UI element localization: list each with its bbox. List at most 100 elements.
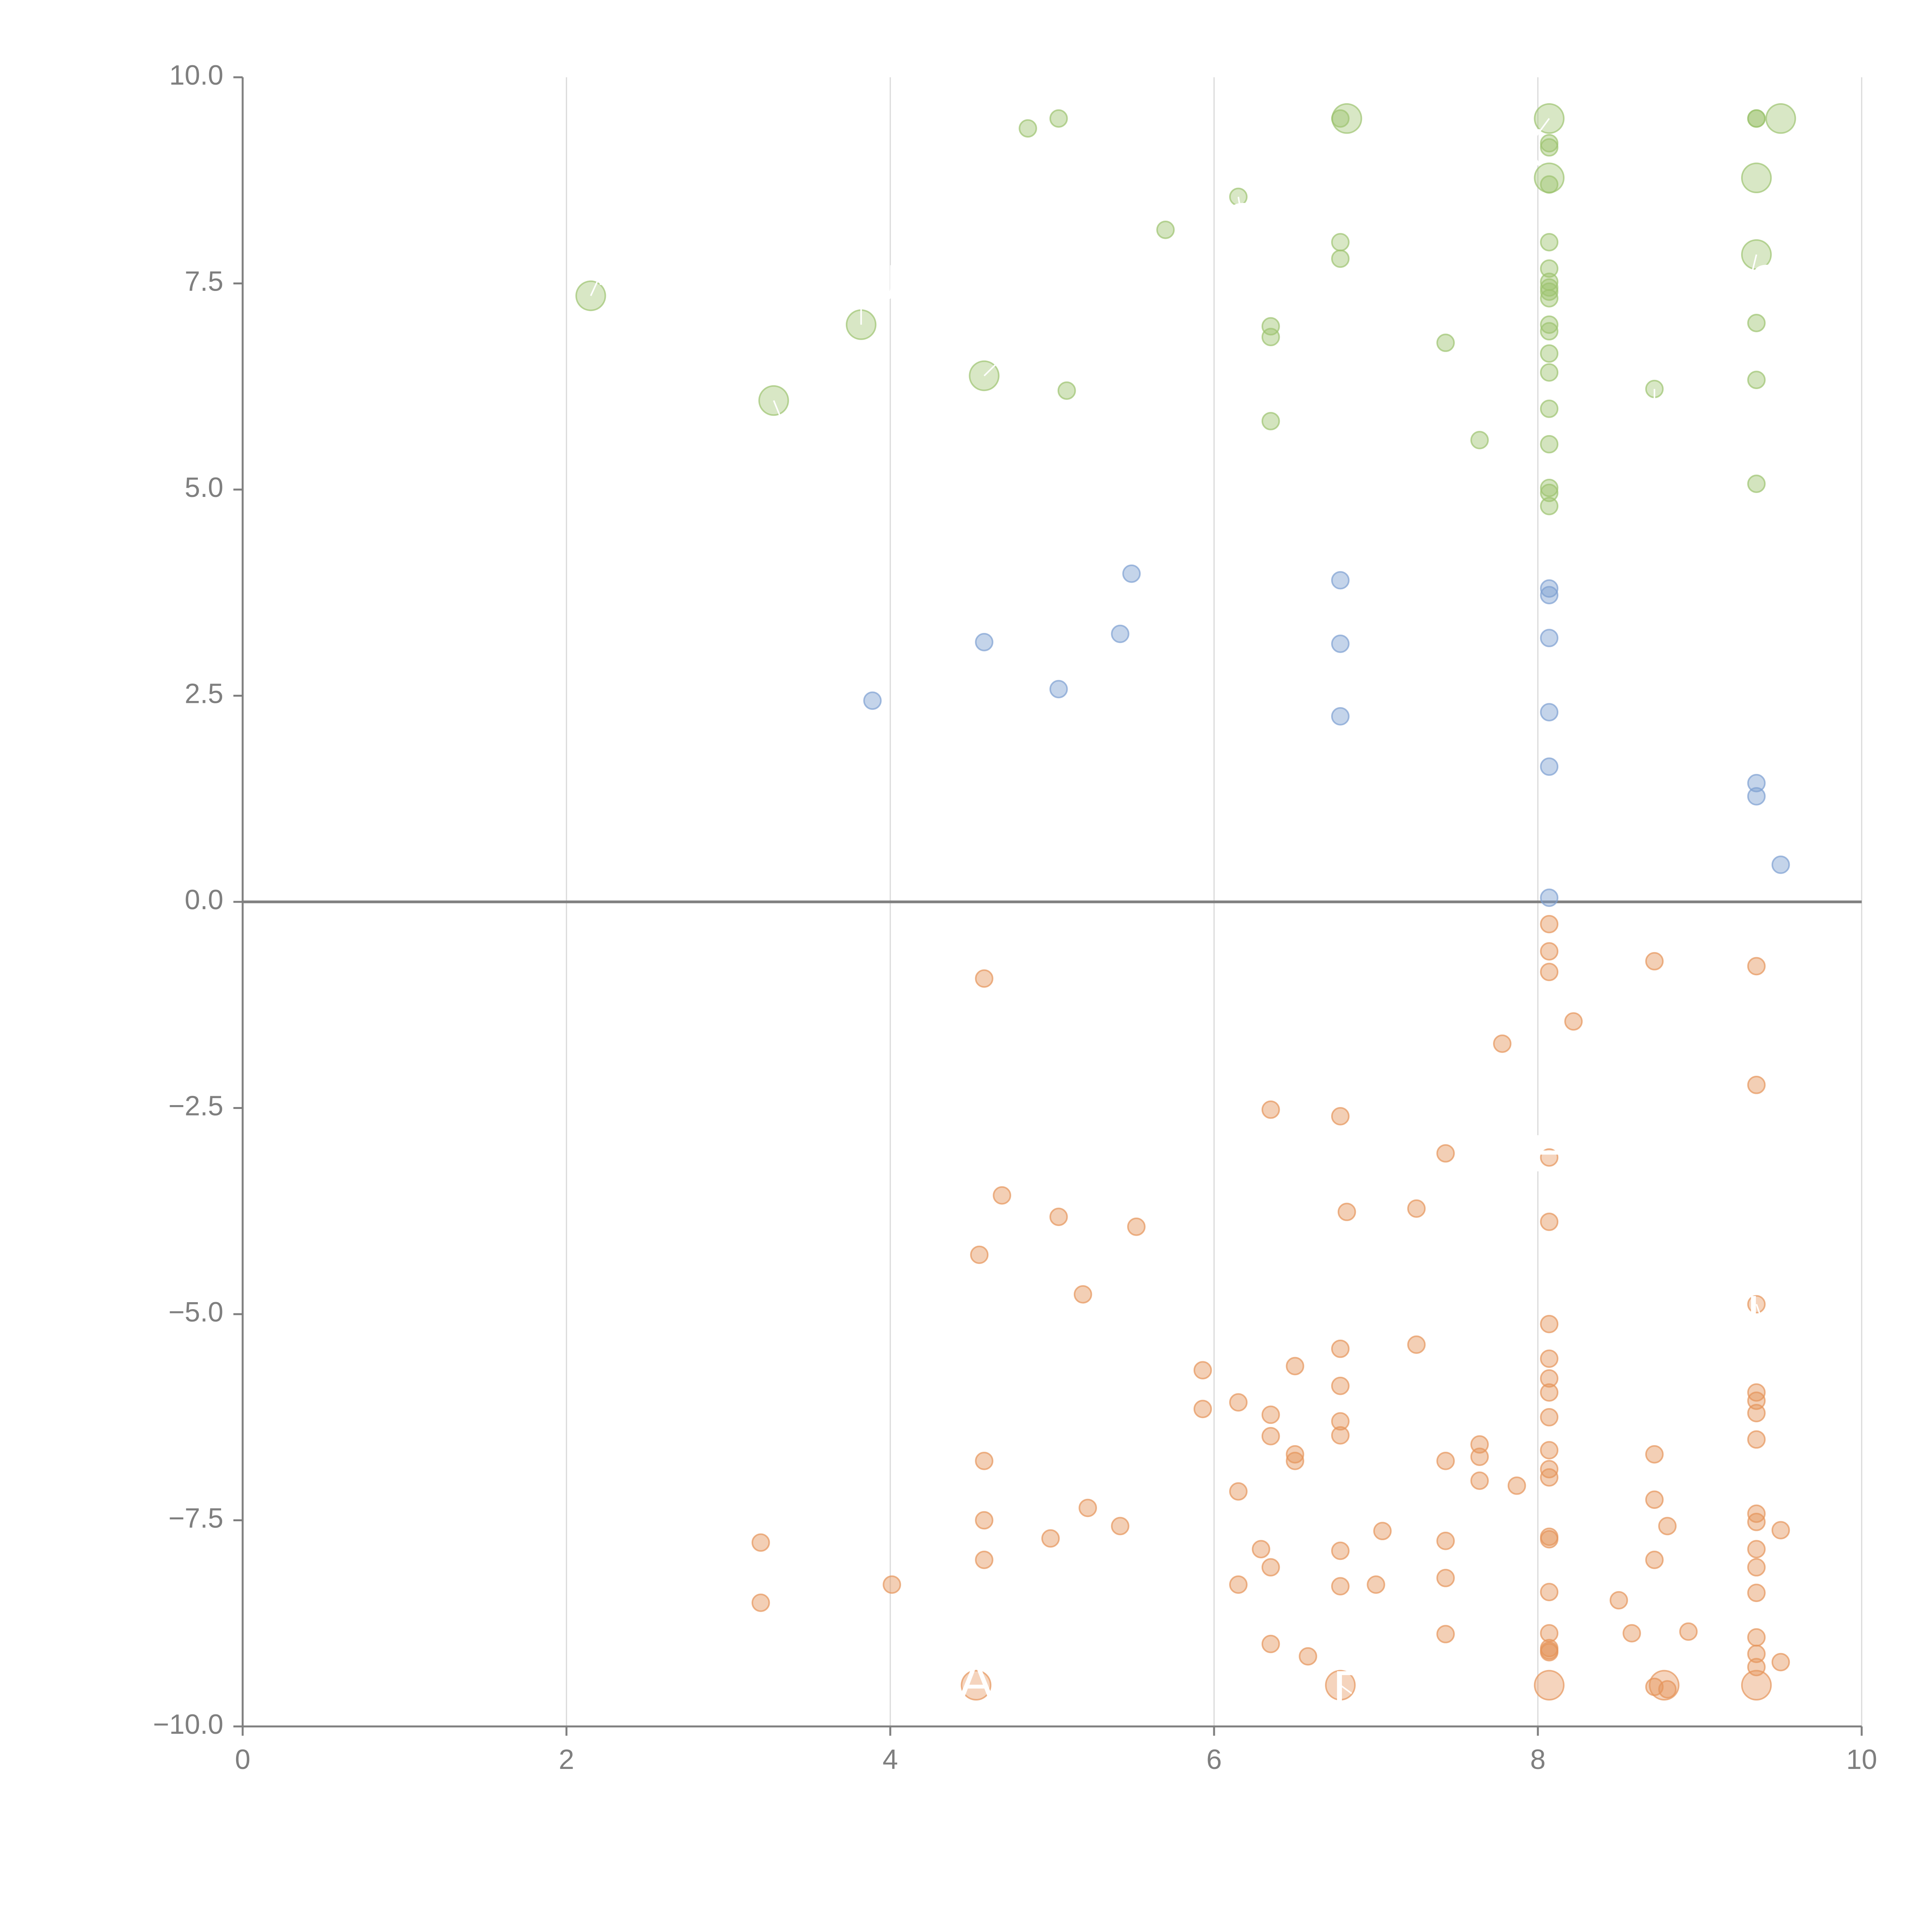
point-orange-80 bbox=[1622, 1624, 1641, 1643]
point-orange-12 bbox=[1540, 1213, 1559, 1231]
x-tick-label-2: 4 bbox=[883, 1744, 898, 1775]
point-orange-16 bbox=[1337, 1202, 1356, 1221]
point-orange-20 bbox=[1073, 1285, 1092, 1304]
point-orange-79 bbox=[1609, 1591, 1628, 1610]
bubble-leader-line-19 bbox=[1755, 1304, 1762, 1319]
point-blue-1 bbox=[975, 633, 993, 651]
point-orange-26 bbox=[1540, 1369, 1559, 1388]
point-blue-3 bbox=[1049, 680, 1068, 699]
point-orange-40 bbox=[1470, 1471, 1489, 1490]
point-blue-16 bbox=[1771, 855, 1790, 874]
point-orange-2 bbox=[1540, 942, 1559, 961]
point-orange-85 bbox=[1747, 1430, 1766, 1449]
point-orange-61 bbox=[1331, 1541, 1350, 1560]
point-orange-43 bbox=[1540, 1468, 1559, 1487]
bubble-label-18: H bbox=[1530, 1124, 1568, 1182]
point-green-21 bbox=[1540, 344, 1559, 363]
point-orange-7 bbox=[1493, 1034, 1512, 1053]
point-orange-91 bbox=[1747, 1628, 1766, 1647]
bubble-label-1: CU bbox=[823, 254, 899, 313]
point-orange-13 bbox=[993, 1186, 1011, 1205]
bubble-green-6 bbox=[1534, 162, 1565, 194]
point-green-24 bbox=[1540, 435, 1559, 454]
point-orange-8 bbox=[1261, 1100, 1280, 1119]
point-orange-25 bbox=[1540, 1349, 1559, 1368]
y-tick-label-2: −5.0 bbox=[168, 1297, 223, 1328]
point-blue-8 bbox=[1540, 579, 1559, 598]
bubble-labels: T CU C M X NS S D A D H L bbox=[586, 118, 1785, 1719]
point-orange-6 bbox=[1564, 1012, 1583, 1031]
point-green-28 bbox=[1540, 278, 1559, 297]
point-blue-6 bbox=[1331, 634, 1350, 653]
point-orange-57 bbox=[1252, 1540, 1270, 1558]
point-orange-63 bbox=[1367, 1575, 1385, 1594]
x-tick-label-5: 10 bbox=[1846, 1744, 1877, 1775]
point-blue-11 bbox=[1540, 703, 1559, 721]
point-orange-48 bbox=[975, 1551, 993, 1569]
point-orange-0 bbox=[975, 969, 993, 988]
point-green-11 bbox=[1540, 134, 1559, 153]
point-orange-39 bbox=[1470, 1447, 1489, 1466]
point-orange-50 bbox=[1111, 1517, 1129, 1536]
bubble-label-0: T bbox=[586, 237, 618, 296]
point-blue-13 bbox=[1540, 888, 1559, 907]
point-orange-33 bbox=[1261, 1427, 1280, 1446]
point-orange-95 bbox=[1771, 1653, 1790, 1672]
point-orange-47 bbox=[975, 1511, 993, 1530]
point-blue-7 bbox=[1331, 707, 1350, 726]
point-orange-15 bbox=[1127, 1218, 1146, 1236]
point-orange-81 bbox=[1679, 1622, 1698, 1641]
point-orange-53 bbox=[752, 1594, 770, 1612]
y-tick-label-7: 7.5 bbox=[185, 266, 223, 297]
point-orange-66 bbox=[1436, 1569, 1455, 1587]
bubble-label-19: L bbox=[1747, 1285, 1776, 1344]
point-green-32 bbox=[1747, 371, 1766, 389]
point-green-25 bbox=[1540, 478, 1559, 497]
point-orange-76 bbox=[1645, 1490, 1664, 1509]
point-orange-41 bbox=[1540, 1441, 1559, 1459]
point-green-33 bbox=[1747, 474, 1766, 493]
point-orange-28 bbox=[1540, 1408, 1559, 1427]
bubble-label-2: C bbox=[988, 320, 1026, 379]
point-green-7 bbox=[1057, 381, 1076, 400]
point-orange-45 bbox=[1507, 1476, 1526, 1495]
bubble-green-4 bbox=[1331, 103, 1362, 134]
bubble-green-9 bbox=[1765, 103, 1796, 134]
point-orange-24 bbox=[1286, 1357, 1304, 1376]
point-green-12 bbox=[1540, 138, 1559, 157]
point-orange-23 bbox=[1407, 1335, 1426, 1354]
point-orange-55 bbox=[1229, 1482, 1248, 1501]
bubble-green-11 bbox=[1331, 233, 1350, 252]
point-orange-19 bbox=[970, 1245, 989, 1264]
point-orange-77 bbox=[1645, 1551, 1664, 1569]
point-orange-92 bbox=[1747, 1645, 1766, 1663]
bubble-label-10: S bbox=[1226, 192, 1261, 251]
point-orange-59 bbox=[1261, 1634, 1280, 1653]
point-orange-30 bbox=[1193, 1400, 1212, 1418]
bubble-label-3: M bbox=[768, 406, 812, 465]
point-orange-89 bbox=[1747, 1558, 1766, 1577]
point-green-27 bbox=[1540, 497, 1559, 515]
point-orange-68 bbox=[1436, 1625, 1455, 1643]
point-orange-35 bbox=[1286, 1452, 1304, 1470]
point-orange-90 bbox=[1747, 1583, 1766, 1602]
y-tick-label-1: −7.5 bbox=[168, 1503, 223, 1534]
bubble-label-5: X bbox=[1507, 118, 1543, 177]
point-green-14 bbox=[1540, 233, 1559, 252]
point-orange-32 bbox=[1261, 1405, 1280, 1424]
point-orange-67 bbox=[1436, 1452, 1455, 1470]
point-orange-3 bbox=[1540, 963, 1559, 981]
bubble-leader-line-8 bbox=[1747, 254, 1757, 288]
point-green-20 bbox=[1540, 322, 1559, 341]
point-orange-94 bbox=[1771, 1521, 1790, 1539]
point-orange-88 bbox=[1747, 1540, 1766, 1558]
y-tick-label-6: 5.0 bbox=[185, 472, 223, 503]
point-orange-21 bbox=[1331, 1339, 1350, 1358]
x-tick-label-0: 0 bbox=[235, 1744, 250, 1775]
point-orange-51 bbox=[1041, 1529, 1060, 1548]
bubble-leader-line-3 bbox=[773, 400, 791, 440]
point-orange-37 bbox=[1331, 1426, 1350, 1445]
y-tick-label-4: 0.0 bbox=[185, 884, 223, 915]
bubble-orange-16 bbox=[1649, 1670, 1680, 1701]
